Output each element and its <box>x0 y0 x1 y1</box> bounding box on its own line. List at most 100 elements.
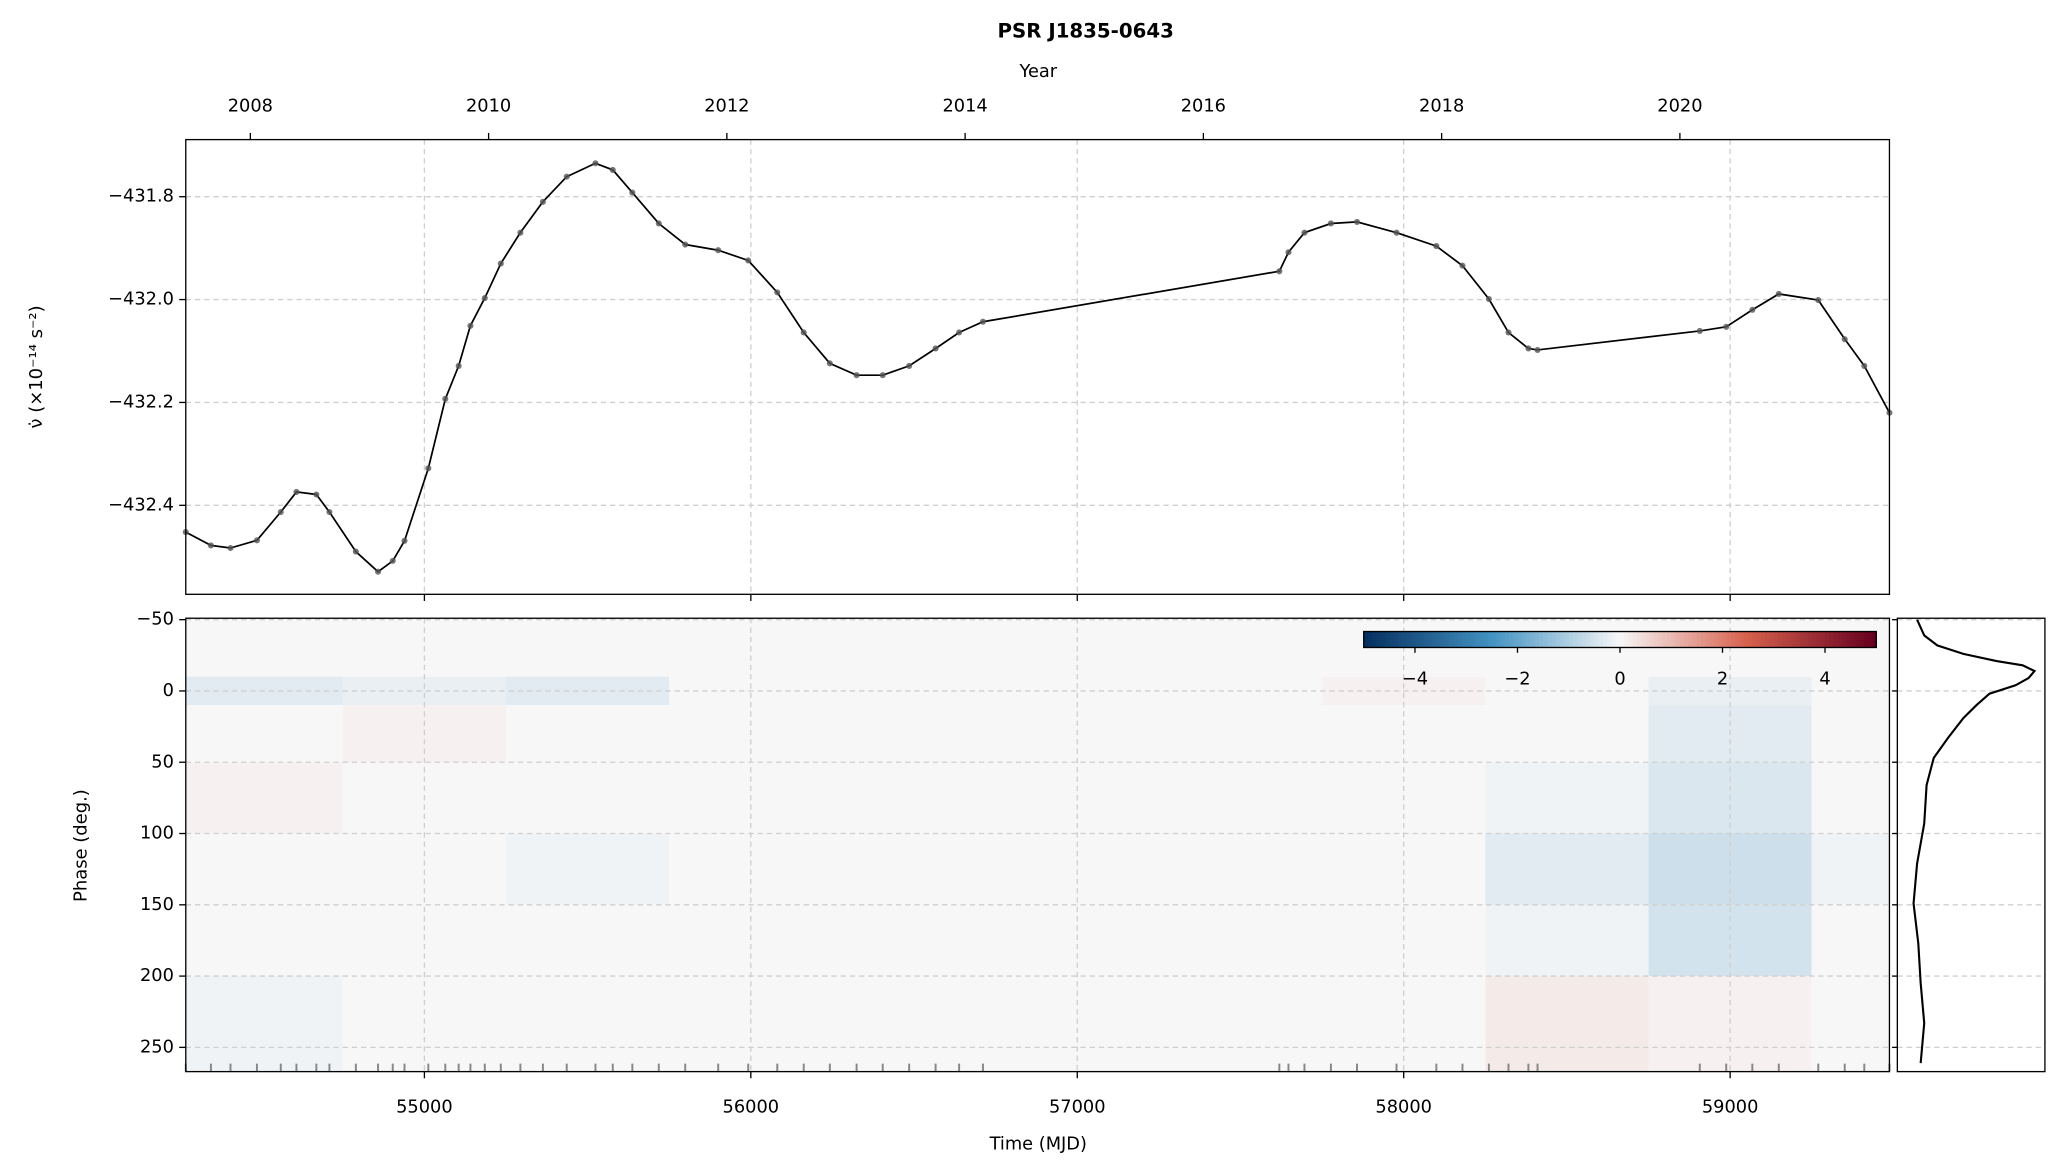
heatmap-cell <box>185 705 343 763</box>
colorbar-cell <box>1790 631 1796 648</box>
colorbar-tick-label: 0 <box>1614 668 1625 689</box>
colorbar-cell <box>1611 631 1617 648</box>
colorbar-cell <box>1389 631 1395 648</box>
colorbar-cell <box>1731 631 1736 648</box>
colorbar-cell <box>1696 631 1702 648</box>
colorbar-cell <box>1470 631 1476 648</box>
colorbar-cell <box>1474 631 1480 648</box>
plot-frame <box>185 617 1891 1073</box>
data-point <box>277 508 284 516</box>
colorbar-cell <box>1739 631 1745 648</box>
x2-axis-label: Year <box>1018 61 1057 82</box>
heatmap-cell <box>1485 904 1649 977</box>
colorbar-cell <box>1837 631 1843 648</box>
heatmap-cell <box>832 762 996 834</box>
heatmap-cell <box>832 833 996 905</box>
data-point <box>1393 229 1400 236</box>
colorbar-cell <box>1718 631 1724 648</box>
colorbar-cell <box>1564 631 1570 648</box>
colorbar-cell <box>1756 631 1762 648</box>
colorbar-cell <box>1803 631 1809 648</box>
colorbar-cell <box>1850 631 1856 648</box>
colorbar-cell <box>1594 631 1600 648</box>
colorbar-cell <box>1615 631 1621 648</box>
heatmap-cell <box>185 976 343 1072</box>
colorbar-cell <box>1479 631 1484 648</box>
colorbar-cell <box>1871 631 1877 648</box>
data-point <box>375 568 382 575</box>
heatmap-cell <box>506 976 670 1072</box>
data-point <box>1276 268 1283 275</box>
heatmap-cell <box>1811 904 1890 977</box>
colorbar-cell <box>1867 631 1873 648</box>
data-point <box>1861 362 1868 369</box>
data-point <box>253 537 260 544</box>
colorbar-cell <box>1666 631 1672 648</box>
colorbar-cell <box>1726 631 1732 648</box>
data-point <box>442 395 449 402</box>
heatmap-cell <box>1485 676 1649 706</box>
colorbar-cell <box>1752 631 1758 648</box>
colorbar-cell <box>1619 631 1625 648</box>
data-point <box>745 257 752 264</box>
heatmap-cell <box>506 833 670 905</box>
colorbar-cell <box>1598 631 1604 648</box>
colorbar-cell <box>1483 631 1489 648</box>
colorbar-cell <box>1701 631 1707 648</box>
data-point <box>467 322 474 329</box>
colorbar-cell <box>1555 631 1561 648</box>
colorbar-tick-label: −4 <box>1402 668 1428 689</box>
heatmap-cell <box>506 618 670 677</box>
data-point <box>313 491 320 498</box>
colorbar-cell <box>1778 631 1783 648</box>
colorbar-cell <box>1363 631 1369 648</box>
data-point <box>906 362 913 369</box>
data-point <box>629 189 636 196</box>
heatmap-cell <box>185 904 343 977</box>
colorbar-cell <box>1573 631 1578 648</box>
colorbar-cell <box>1820 631 1826 648</box>
data-point <box>1749 306 1756 313</box>
y-axis-label: Phase (deg.) <box>71 789 92 902</box>
data-point <box>497 260 504 267</box>
colorbar-cell <box>1825 631 1830 648</box>
heatmap-cell <box>832 618 996 677</box>
data-point <box>655 220 662 227</box>
colorbar-cell <box>1688 631 1694 648</box>
heatmap-cell <box>1158 976 1323 1072</box>
x2-tick-label: 2020 <box>1657 95 1702 116</box>
heatmap-cell <box>342 676 507 706</box>
colorbar-cell <box>1816 631 1822 648</box>
data-point <box>1327 220 1334 227</box>
data-point <box>682 241 689 248</box>
colorbar-tick-label: 2 <box>1717 668 1728 689</box>
data-point <box>853 372 860 379</box>
data-point <box>455 362 462 369</box>
heatmap-cell <box>1158 904 1323 977</box>
colorbar-cell <box>1782 631 1788 648</box>
colorbar-cell <box>1735 631 1741 648</box>
colorbar-cell <box>1568 631 1574 648</box>
data-point <box>826 360 833 367</box>
colorbar-cell <box>1449 631 1455 648</box>
x-tick-label: 59000 <box>1702 1096 1759 1117</box>
data-point <box>1534 346 1541 354</box>
heatmap-cell <box>1485 762 1649 834</box>
data-point <box>800 329 807 336</box>
colorbar-cell <box>1863 631 1869 648</box>
colorbar-cell <box>1632 631 1638 648</box>
x-tick-label: 58000 <box>1375 1096 1432 1117</box>
colorbar-cell <box>1393 631 1399 648</box>
data-point <box>293 488 300 496</box>
data-point <box>956 329 963 336</box>
x-axis-label: Time (MJD) <box>989 1134 1087 1155</box>
heatmap-cell <box>1158 833 1323 905</box>
colorbar-cell <box>1713 631 1719 648</box>
y-tick-label: −50 <box>136 609 174 630</box>
heatmap-cell <box>832 976 996 1072</box>
colorbar-cell <box>1508 631 1514 648</box>
data-point <box>879 372 886 379</box>
colorbar-cell <box>1641 631 1647 648</box>
data-point <box>539 198 546 205</box>
